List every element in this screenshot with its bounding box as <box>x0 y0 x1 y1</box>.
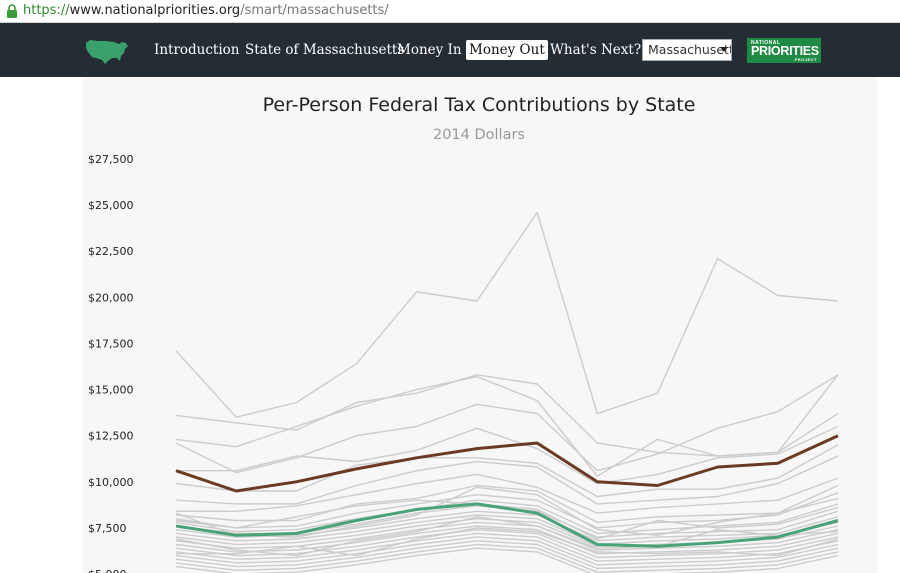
series-line-state-10[interactable] <box>175 499 839 535</box>
series-line-state-13[interactable] <box>175 514 839 546</box>
y-tick-label: $20,000 <box>88 291 134 304</box>
nav-money-in[interactable]: Money In <box>397 42 462 58</box>
series-line-state-6[interactable] <box>175 455 839 505</box>
series-line-state-16[interactable] <box>175 525 839 555</box>
series-line-state-7[interactable] <box>176 473 839 514</box>
series-line-state-1[interactable] <box>175 374 839 457</box>
y-tick-label: $25,000 <box>88 199 134 212</box>
y-tick-label: $22,500 <box>88 245 134 258</box>
series-line-state-8[interactable] <box>175 484 839 524</box>
chart-title: Per-Person Federal Tax Contributions by … <box>262 94 696 116</box>
nav-whats-next[interactable]: What's Next? <box>550 42 642 58</box>
y-tick-label: $12,500 <box>88 430 134 443</box>
national-priorities-logo[interactable]: NATIONAL PRIORITIES PROJECT <box>747 38 821 63</box>
state-select-value: Massachusetts <box>648 42 732 57</box>
series-line-massachusetts[interactable] <box>175 434 839 493</box>
brand-line3: PROJECT <box>794 57 817 62</box>
nav-state-of-massachusetts[interactable]: State of Massachusetts <box>245 42 405 58</box>
series-line-state-5[interactable] <box>175 444 839 498</box>
y-tick-label: $17,500 <box>88 337 134 350</box>
series-line-us-average[interactable] <box>175 502 839 548</box>
series-line-state-15[interactable] <box>175 521 839 551</box>
series-line-state-18[interactable] <box>175 532 839 562</box>
dropdown-arrow-icon <box>720 47 728 52</box>
series-line-state-25[interactable] <box>175 516 839 557</box>
nav-money-out[interactable]: Money Out <box>466 40 548 60</box>
url-scheme: https:// <box>23 3 70 18</box>
lock-icon <box>7 4 17 18</box>
y-tick-label: $27,500 <box>88 153 134 166</box>
series-line-state-23[interactable] <box>175 486 839 538</box>
y-tick-label: $7,500 <box>88 522 127 535</box>
series-line-state-0[interactable] <box>175 211 839 418</box>
series-line-state-20[interactable] <box>175 540 839 570</box>
series-line-state-9[interactable] <box>175 492 839 529</box>
series-line-state-19[interactable] <box>175 536 839 566</box>
us-map-logo-icon[interactable] <box>84 37 130 65</box>
url-path: /smart/massachusetts/ <box>240 3 389 18</box>
nav-introduction[interactable]: Introduction <box>154 42 240 58</box>
brand-line2: PRIORITIES <box>751 44 819 58</box>
series-line-state-3[interactable] <box>175 374 839 474</box>
state-select[interactable]: Massachusetts <box>642 39 732 61</box>
site-navbar: Introduction State of Massachusetts Mone… <box>0 23 900 77</box>
series-line-state-21[interactable] <box>175 543 839 573</box>
series-line-state-12[interactable] <box>175 510 839 542</box>
series-line-state-26[interactable] <box>176 527 839 557</box>
url-host: www.nationalpriorities.org <box>69 3 241 18</box>
y-tick-label: $10,000 <box>88 476 134 489</box>
series-line-state-24[interactable] <box>175 499 839 540</box>
chart-subtitle: 2014 Dollars <box>432 127 525 143</box>
browser-url-bar[interactable]: https://www.nationalpriorities.org/smart… <box>0 0 900 23</box>
y-tick-label: $5,000 <box>88 568 127 573</box>
y-tick-label: $15,000 <box>88 384 134 397</box>
series-line-state-4[interactable] <box>176 425 839 485</box>
url-text[interactable]: https://www.nationalpriorities.org/smart… <box>23 0 389 22</box>
brand-line1: NATIONAL <box>751 40 781 46</box>
series-line-state-2[interactable] <box>175 374 839 477</box>
